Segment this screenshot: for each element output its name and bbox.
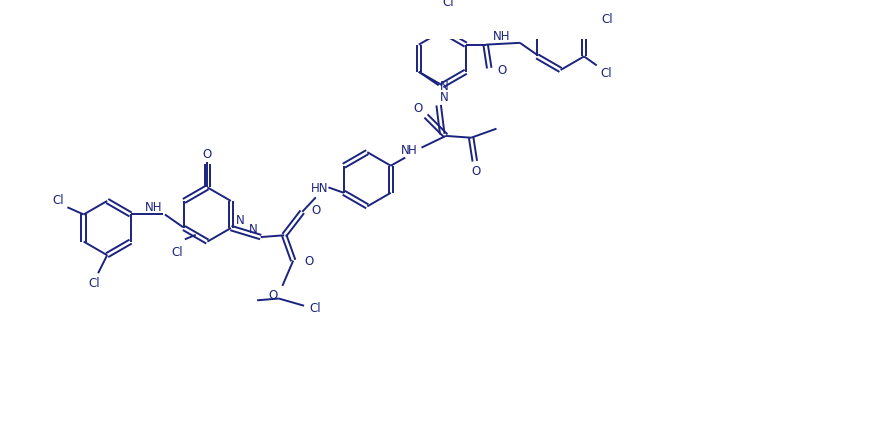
Text: N: N bbox=[249, 223, 258, 236]
Text: Cl: Cl bbox=[52, 193, 65, 206]
Text: Cl: Cl bbox=[600, 67, 611, 80]
Text: H: H bbox=[408, 144, 417, 157]
Text: O: O bbox=[311, 204, 321, 217]
Text: Cl: Cl bbox=[172, 245, 183, 258]
Text: NH: NH bbox=[145, 200, 162, 213]
Text: HN: HN bbox=[310, 181, 328, 194]
Text: O: O bbox=[269, 289, 278, 302]
Text: N: N bbox=[235, 214, 244, 227]
Text: Cl: Cl bbox=[602, 13, 613, 26]
Text: Cl: Cl bbox=[309, 301, 321, 314]
Text: O: O bbox=[497, 64, 507, 77]
Text: NH: NH bbox=[494, 30, 511, 43]
Text: Cl: Cl bbox=[442, 0, 453, 9]
Text: O: O bbox=[413, 102, 423, 115]
Text: N: N bbox=[439, 90, 448, 103]
Text: Cl: Cl bbox=[89, 276, 100, 289]
Text: N: N bbox=[401, 144, 410, 157]
Text: N: N bbox=[439, 80, 448, 92]
Text: O: O bbox=[304, 255, 313, 267]
Text: O: O bbox=[202, 148, 211, 161]
Text: O: O bbox=[471, 164, 480, 177]
